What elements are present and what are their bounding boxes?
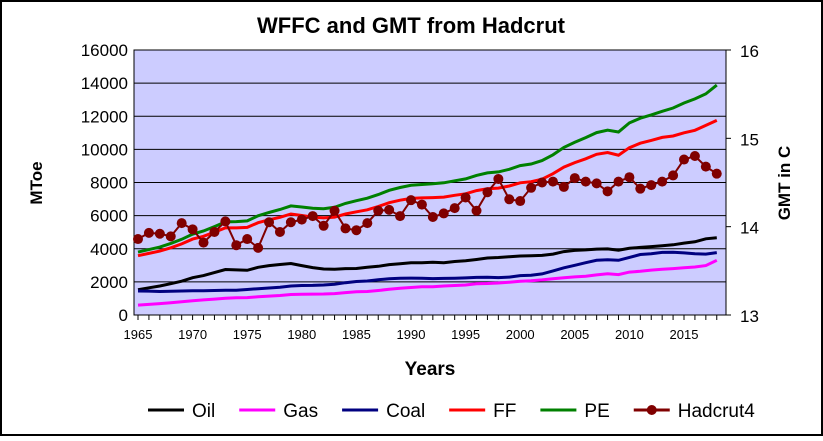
data-point-hadcrut4	[198, 237, 209, 248]
data-point-hadcrut4	[493, 173, 504, 184]
y-tick-label: 12000	[81, 107, 128, 126]
data-point-hadcrut4	[460, 192, 471, 203]
x-axis-label: Years	[405, 359, 456, 380]
data-point-hadcrut4	[635, 183, 646, 194]
data-point-hadcrut4	[504, 194, 515, 205]
data-point-hadcrut4	[176, 218, 187, 229]
series-line-oil	[137, 236, 717, 292]
data-point-hadcrut4	[558, 181, 569, 192]
data-point-hadcrut4	[133, 234, 143, 245]
data-point-hadcrut4	[602, 186, 613, 197]
y-tick-label: 8000	[90, 174, 128, 193]
data-point-hadcrut4	[416, 199, 427, 210]
y2-tick-label: 15	[740, 130, 759, 149]
data-point-hadcrut4	[700, 161, 711, 172]
data-point-hadcrut4	[646, 180, 657, 191]
data-point-hadcrut4	[351, 225, 362, 236]
legend-label-hadcrut4: Hadcrut4	[678, 401, 756, 422]
y-tick-label: 4000	[90, 240, 128, 259]
legend-label-gas: Gas	[283, 401, 318, 422]
legend-marker	[646, 405, 657, 415]
data-point-hadcrut4	[307, 211, 318, 222]
data-point-hadcrut4	[406, 195, 416, 206]
data-point-hadcrut4	[231, 240, 242, 251]
data-point-hadcrut4	[591, 178, 602, 189]
legend-label-pe: PE	[584, 401, 609, 422]
x-tick-label: 2015	[670, 327, 699, 342]
data-point-hadcrut4	[569, 173, 580, 184]
data-point-hadcrut4	[613, 176, 624, 187]
x-tick-label: 2005	[560, 327, 589, 342]
data-point-hadcrut4	[165, 231, 176, 242]
y-tick-label: 6000	[90, 207, 128, 226]
x-tick-label: 2010	[615, 327, 644, 342]
data-point-hadcrut4	[318, 220, 329, 231]
x-tick-label: 1990	[397, 327, 426, 342]
data-point-hadcrut4	[264, 217, 275, 228]
data-point-hadcrut4	[449, 203, 460, 214]
series-line-ff	[137, 119, 718, 258]
legend-label-oil: Oil	[192, 401, 215, 422]
x-tick-label: 1985	[342, 327, 371, 342]
y-axis-label: MToe	[27, 161, 46, 204]
x-tick-label: 1970	[178, 327, 207, 342]
y-tick-label: 16000	[81, 41, 128, 60]
data-point-hadcrut4	[624, 172, 635, 183]
y2-tick-label: 16	[740, 42, 759, 61]
data-point-hadcrut4	[373, 205, 384, 216]
data-point-hadcrut4	[296, 214, 307, 225]
legend: Oil Gas Coal FF PE Hadcrut4	[148, 401, 755, 422]
data-point-hadcrut4	[689, 151, 700, 161]
data-point-hadcrut4	[154, 228, 165, 239]
series-line-coal	[137, 250, 718, 294]
y2-tick-label: 14	[740, 219, 759, 238]
data-point-hadcrut4	[220, 216, 231, 227]
data-point-hadcrut4	[471, 205, 482, 216]
data-point-hadcrut4	[482, 187, 493, 198]
data-point-hadcrut4	[143, 227, 154, 238]
data-point-hadcrut4	[242, 234, 253, 245]
x-tick-label: 1995	[451, 327, 480, 342]
data-point-hadcrut4	[362, 218, 373, 229]
x-tick-label: 2000	[506, 327, 535, 342]
x-tick-label: 1965	[124, 327, 153, 342]
data-point-hadcrut4	[668, 170, 679, 181]
chart-title: WFFC and GMT from Hadcrut	[257, 13, 566, 38]
y2-axis-label: GMT in C	[775, 146, 794, 221]
y-tick-label: 14000	[81, 74, 128, 93]
data-point-hadcrut4	[395, 211, 406, 222]
data-point-hadcrut4	[438, 208, 449, 219]
y2-tick-label: 13	[740, 307, 759, 326]
data-point-hadcrut4	[515, 196, 526, 207]
x-tick-label: 1975	[233, 327, 262, 342]
data-point-hadcrut4	[253, 242, 264, 253]
data-point-hadcrut4	[526, 182, 537, 193]
series-line-gas	[137, 258, 718, 307]
data-point-hadcrut4	[187, 224, 198, 235]
data-point-hadcrut4	[427, 211, 438, 222]
data-point-hadcrut4	[384, 204, 395, 215]
data-point-hadcrut4	[329, 205, 340, 216]
data-point-hadcrut4	[580, 176, 591, 187]
data-point-hadcrut4	[657, 176, 668, 187]
legend-label-ff: FF	[493, 401, 516, 422]
data-point-hadcrut4	[285, 217, 296, 228]
data-point-hadcrut4	[274, 226, 285, 237]
series-line-pe	[137, 83, 718, 254]
data-point-hadcrut4	[537, 177, 548, 188]
y-tick-label: 0	[119, 306, 128, 325]
y-tick-label: 10000	[81, 140, 128, 159]
data-point-hadcrut4	[209, 226, 220, 237]
data-point-hadcrut4	[711, 168, 722, 179]
data-point-hadcrut4	[547, 176, 558, 187]
y-tick-label: 2000	[90, 273, 128, 292]
data-point-hadcrut4	[679, 154, 689, 165]
data-point-hadcrut4	[340, 223, 351, 234]
legend-label-coal: Coal	[386, 401, 425, 422]
x-tick-label: 1980	[287, 327, 316, 342]
